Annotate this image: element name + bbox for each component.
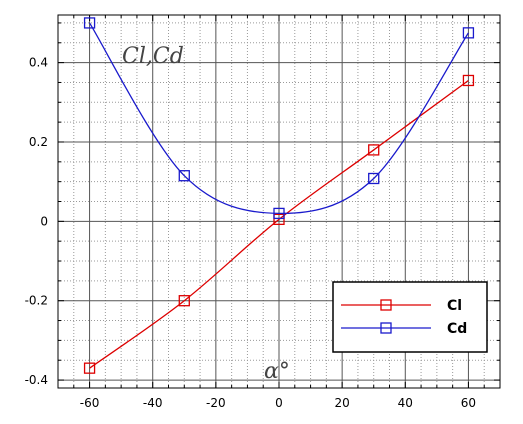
y-tick-label: -0.2 [25,294,48,308]
data-point-cl [273,213,285,226]
x-tick-label: 0 [275,396,283,410]
y-tick-label: 0.2 [29,135,48,149]
x-tick-label: -60 [80,396,100,410]
x-axis-title: α° [264,359,290,384]
x-tick-label: 60 [461,396,476,410]
data-point-cd [178,170,190,182]
legend-marker-cd [380,322,392,334]
legend: Cl Cd [332,281,488,353]
data-point-cl [462,74,475,87]
data-point-cd [462,27,475,39]
series-layer [83,17,475,374]
legend-label-cl: Cl [447,298,462,314]
y-tick-label: 0 [40,214,48,228]
x-tick-label: 20 [335,396,350,410]
y-axis-title: Cl,Cd [122,44,184,69]
legend-box [332,281,488,353]
grid [57,15,501,388]
data-point-cl [368,144,380,156]
legend-item-cl: Cl [341,298,462,314]
y-tick-label: 0.4 [29,56,48,70]
series-cl [83,74,475,374]
legend-marker-cl [380,299,392,311]
data-point-cd [273,207,285,220]
data-point-cl [83,362,96,374]
series-line-cl [89,79,469,369]
data-point-cd [368,172,380,185]
y-tick-label: -0.4 [25,373,48,387]
axis-ticks: -60 -40 -20 0 20 40 60 -0.4 -0.2 0 0.2 0.4 [25,15,501,410]
data-point-cd [83,17,96,29]
x-tick-label: -20 [206,396,226,410]
series-line-cd [89,22,469,215]
data-point-cl [178,295,190,307]
series-cd [83,17,475,220]
x-tick-label: 40 [398,396,413,410]
legend-label-cd: Cd [447,321,467,337]
legend-item-cd: Cd [341,321,467,337]
x-tick-label: -40 [143,396,163,410]
